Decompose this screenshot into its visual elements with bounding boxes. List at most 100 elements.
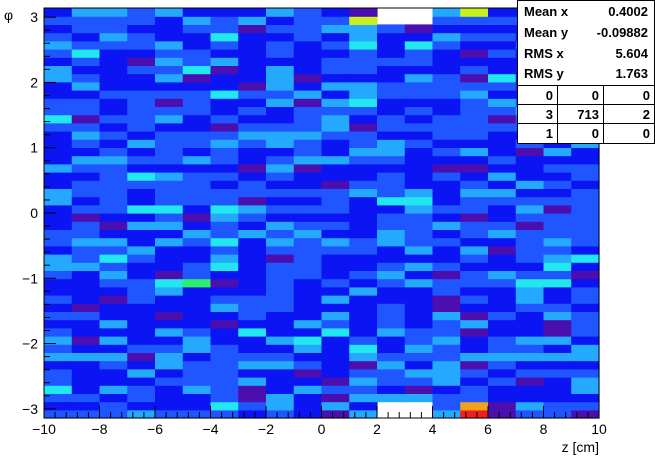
heatmap-cell: [127, 172, 156, 181]
heatmap-cell: [349, 196, 378, 206]
heatmap-cell: [404, 295, 434, 304]
heatmap-cell: [488, 98, 517, 107]
heatmap-cell: [460, 213, 489, 222]
heatmap-cell: [238, 73, 267, 83]
heatmap-cell: [432, 122, 461, 132]
stat-rms-x-value: 5.604: [615, 46, 648, 61]
heatmap-cell: [488, 352, 517, 362]
heatmap-cell: [44, 352, 73, 362]
heatmap-cell: [488, 319, 517, 329]
heatmap-cell: [432, 229, 461, 239]
heatmap-cell: [432, 8, 461, 17]
heatmap-cell: [266, 65, 295, 75]
heatmap-cell: [432, 32, 461, 42]
heatmap-cell: [432, 114, 461, 124]
heatmap-cell: [155, 139, 184, 148]
heatmap-cell: [210, 98, 239, 107]
heatmap-cell: [210, 147, 239, 157]
heatmap-cell: [488, 336, 517, 345]
heatmap-cell: [515, 385, 545, 394]
heatmap-cell: [238, 270, 267, 280]
heatmap-cell: [321, 122, 350, 132]
heatmap-cell: [377, 385, 406, 394]
heatmap-cell: [377, 139, 406, 148]
heatmap-cell: [349, 336, 378, 345]
heatmap-cell: [404, 360, 434, 370]
heatmap-cell: [321, 24, 350, 34]
heatmap-cell: [71, 213, 101, 222]
heatmap-cell: [432, 24, 461, 34]
heatmap-cell: [71, 270, 101, 280]
overflow-cell: 3: [518, 105, 558, 124]
heatmap-cell: [238, 295, 267, 304]
heatmap-cell: [44, 213, 73, 222]
heatmap-cell: [71, 90, 101, 99]
heatmap-cell: [127, 295, 156, 304]
heatmap-cell: [266, 49, 295, 58]
heatmap-cell: [155, 180, 184, 189]
heatmap-cell: [515, 327, 545, 337]
heatmap-cell: [460, 98, 489, 107]
heatmap-cell: [349, 163, 378, 173]
stat-rms-x-label: RMS x: [524, 46, 564, 61]
heatmap-cell: [432, 57, 461, 66]
heatmap-cell: [488, 393, 517, 403]
overflow-cell: 713: [558, 105, 604, 124]
heatmap-cell: [404, 49, 434, 58]
heatmap-cell: [127, 254, 156, 263]
heatmap-cell: [182, 32, 212, 42]
heatmap-cell: [238, 377, 267, 386]
heatmap-cell: [377, 163, 406, 173]
heatmap-cell: [377, 106, 406, 116]
heatmap-cell: [293, 311, 323, 321]
heatmap-cell: [543, 286, 572, 296]
heatmap-cell: [571, 221, 600, 230]
heatmap-cell: [377, 24, 406, 34]
heatmap-cell: [44, 204, 73, 214]
heatmap-cell: [349, 147, 378, 157]
heatmap-cell: [210, 245, 239, 255]
heatmap-cell: [432, 262, 461, 271]
heatmap-cell: [182, 188, 212, 198]
heatmap-cell: [571, 237, 600, 247]
heatmap-cell: [571, 336, 600, 345]
heatmap-cell: [349, 327, 378, 337]
heatmap-cell: [404, 377, 434, 386]
heatmap-cell: [293, 319, 323, 329]
heatmap-cell: [321, 385, 350, 394]
heatmap-cell: [266, 245, 295, 255]
heatmap-cell: [71, 229, 101, 239]
heatmap-cell: [349, 393, 378, 403]
heatmap-cell: [460, 377, 489, 386]
heatmap-cell: [127, 270, 156, 280]
heatmap-cell: [488, 409, 517, 419]
heatmap-cell: [44, 229, 73, 239]
heatmap-cell: [404, 319, 434, 329]
heatmap-cell: [44, 180, 73, 189]
heatmap-cell: [349, 254, 378, 263]
heatmap-cell: [432, 385, 461, 394]
heatmap-cell: [293, 98, 323, 107]
heatmap-cell: [210, 295, 239, 304]
heatmap-cell: [44, 336, 73, 345]
heatmap-cell: [460, 122, 489, 132]
heatmap-cell: [377, 81, 406, 91]
heatmap-cell: [460, 180, 489, 189]
heatmap-cell: [44, 360, 73, 370]
heatmap-cell: [266, 98, 295, 107]
heatmap-cell: [155, 344, 184, 353]
heatmap-cell: [293, 295, 323, 304]
heatmap-cell: [182, 172, 212, 181]
heatmap-cell: [210, 90, 239, 99]
heatmap-cell: [266, 147, 295, 157]
heatmap-cell: [321, 196, 350, 206]
heatmap-cell: [349, 237, 378, 247]
heatmap-cell: [293, 385, 323, 394]
heatmap-cell: [182, 336, 212, 345]
heatmap-cell: [44, 57, 73, 66]
heatmap-cell: [127, 81, 156, 91]
heatmap-cell: [460, 16, 489, 25]
heatmap-cell: [293, 270, 323, 280]
heatmap-cell: [321, 204, 350, 214]
heatmap-cell: [543, 344, 572, 353]
